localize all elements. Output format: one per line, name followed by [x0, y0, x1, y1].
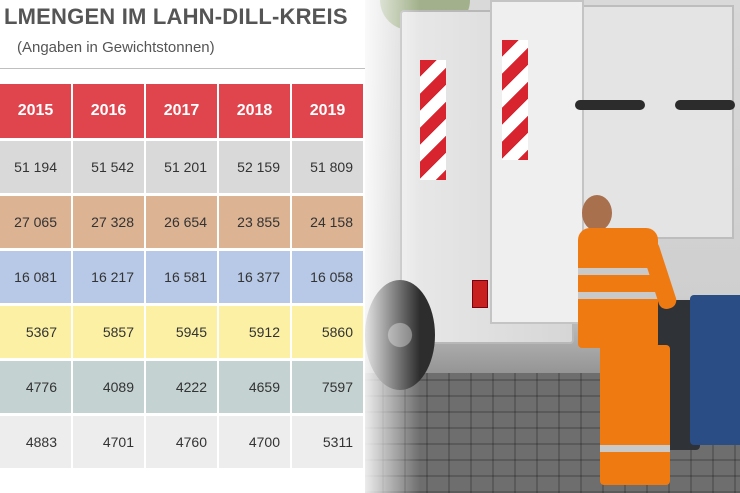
- table-cell: 5857: [73, 306, 144, 361]
- table-cell: 27 065: [0, 196, 71, 251]
- divider: [0, 68, 365, 69]
- table-row: 5367 5857 5945 5912 5860: [0, 306, 363, 361]
- table-cell: 4089: [73, 361, 144, 416]
- table-cell: 27 328: [73, 196, 144, 251]
- column-header: 2019: [292, 84, 363, 141]
- table-cell: 16 581: [146, 251, 217, 306]
- table-cell: 4659: [219, 361, 290, 416]
- photo-fade: [360, 0, 420, 493]
- column-header: 2015: [0, 84, 71, 141]
- column-header: 2018: [219, 84, 290, 141]
- table-cell: 51 542: [73, 141, 144, 196]
- table-cell: 23 855: [219, 196, 290, 251]
- table-cell: 16 058: [292, 251, 363, 306]
- table-cell: 16 217: [73, 251, 144, 306]
- tail-light: [472, 280, 488, 308]
- table-cell: 5860: [292, 306, 363, 361]
- table-cell: 4883: [0, 416, 71, 471]
- page-title: LMENGEN IM LAHN-DILL-KREIS: [4, 4, 348, 29]
- table-cell: 24 158: [292, 196, 363, 251]
- table-row: 4776 4089 4222 4659 7597: [0, 361, 363, 416]
- garbage-truck-photo: [360, 0, 740, 493]
- warning-stripe-right: [502, 40, 528, 160]
- table-cell: 4760: [146, 416, 217, 471]
- table-cell: 4222: [146, 361, 217, 416]
- table-cell: 7597: [292, 361, 363, 416]
- table-row: 4883 4701 4760 4700 5311: [0, 416, 363, 471]
- table-cell: 16 377: [219, 251, 290, 306]
- column-header: 2016: [73, 84, 144, 141]
- table-cell: 5945: [146, 306, 217, 361]
- table-cell: 51 194: [0, 141, 71, 196]
- table-cell: 5912: [219, 306, 290, 361]
- worker-head: [582, 195, 612, 231]
- column-header: 2017: [146, 84, 217, 141]
- table-cell: 5367: [0, 306, 71, 361]
- table-row: 51 194 51 542 51 201 52 159 51 809: [0, 141, 363, 196]
- data-table: 2015 2016 2017 2018 2019 51 194 51 542 51 201 52…: [0, 84, 365, 471]
- warning-stripe-left: [420, 60, 446, 180]
- table-cell: 51 809: [292, 141, 363, 196]
- header-row: 2015 2016 2017 2018 2019: [0, 84, 363, 141]
- table-cell: 51 201: [146, 141, 217, 196]
- table-cell: 4776: [0, 361, 71, 416]
- grab-bar: [575, 100, 645, 110]
- table-row: 27 065 27 328 26 654 23 855 24 158: [0, 196, 363, 251]
- data-panel: LMENGEN IM LAHN-DILL-KREIS (Angaben in G…: [0, 0, 365, 493]
- table-cell: 4701: [73, 416, 144, 471]
- table-cell: 52 159: [219, 141, 290, 196]
- table-cell: 16 081: [0, 251, 71, 306]
- table-cell: 4700: [219, 416, 290, 471]
- table-cell: 5311: [292, 416, 363, 471]
- page-subtitle: (Angaben in Gewichtstonnen): [17, 39, 215, 56]
- table-cell: 26 654: [146, 196, 217, 251]
- worker-legs: [600, 345, 670, 485]
- grab-bar: [675, 100, 735, 110]
- table-row: 16 081 16 217 16 581 16 377 16 058: [0, 251, 363, 306]
- waste-bin-icon: [690, 295, 740, 445]
